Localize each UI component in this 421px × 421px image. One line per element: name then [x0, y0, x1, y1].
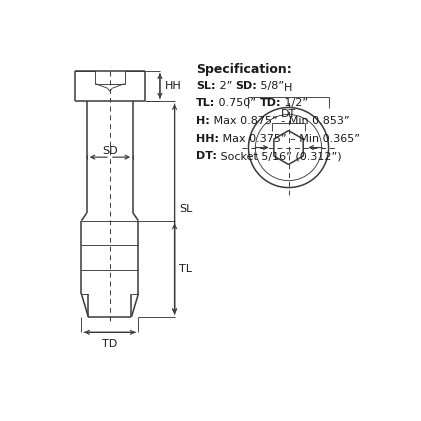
Text: 0.750”: 0.750”	[216, 98, 260, 108]
Text: SL: SL	[179, 204, 192, 214]
Text: DT: DT	[281, 109, 296, 119]
Text: TL: TL	[179, 264, 192, 274]
Text: TD: TD	[102, 339, 117, 349]
Text: H:: H:	[196, 116, 210, 126]
Text: 5/8”: 5/8”	[257, 80, 284, 91]
Text: Max 0.375” – Min 0.365”: Max 0.375” – Min 0.365”	[219, 134, 360, 144]
Text: HH:: HH:	[196, 134, 219, 144]
Text: 2”: 2”	[216, 80, 235, 91]
Text: Specification:: Specification:	[196, 63, 292, 76]
Text: 1/2”: 1/2”	[281, 98, 309, 108]
Text: TD:: TD:	[260, 98, 281, 108]
Text: Max 0.875” - Min 0.853”: Max 0.875” - Min 0.853”	[210, 116, 349, 126]
Text: TL:: TL:	[196, 98, 216, 108]
Text: DT:: DT:	[196, 152, 217, 161]
Text: SD: SD	[102, 146, 118, 156]
Text: HH: HH	[165, 81, 181, 91]
Text: Socket 5/16” (0.312”): Socket 5/16” (0.312”)	[217, 152, 341, 161]
Text: SL:: SL:	[196, 80, 216, 91]
Text: H: H	[284, 83, 293, 93]
Text: SD:: SD:	[235, 80, 257, 91]
